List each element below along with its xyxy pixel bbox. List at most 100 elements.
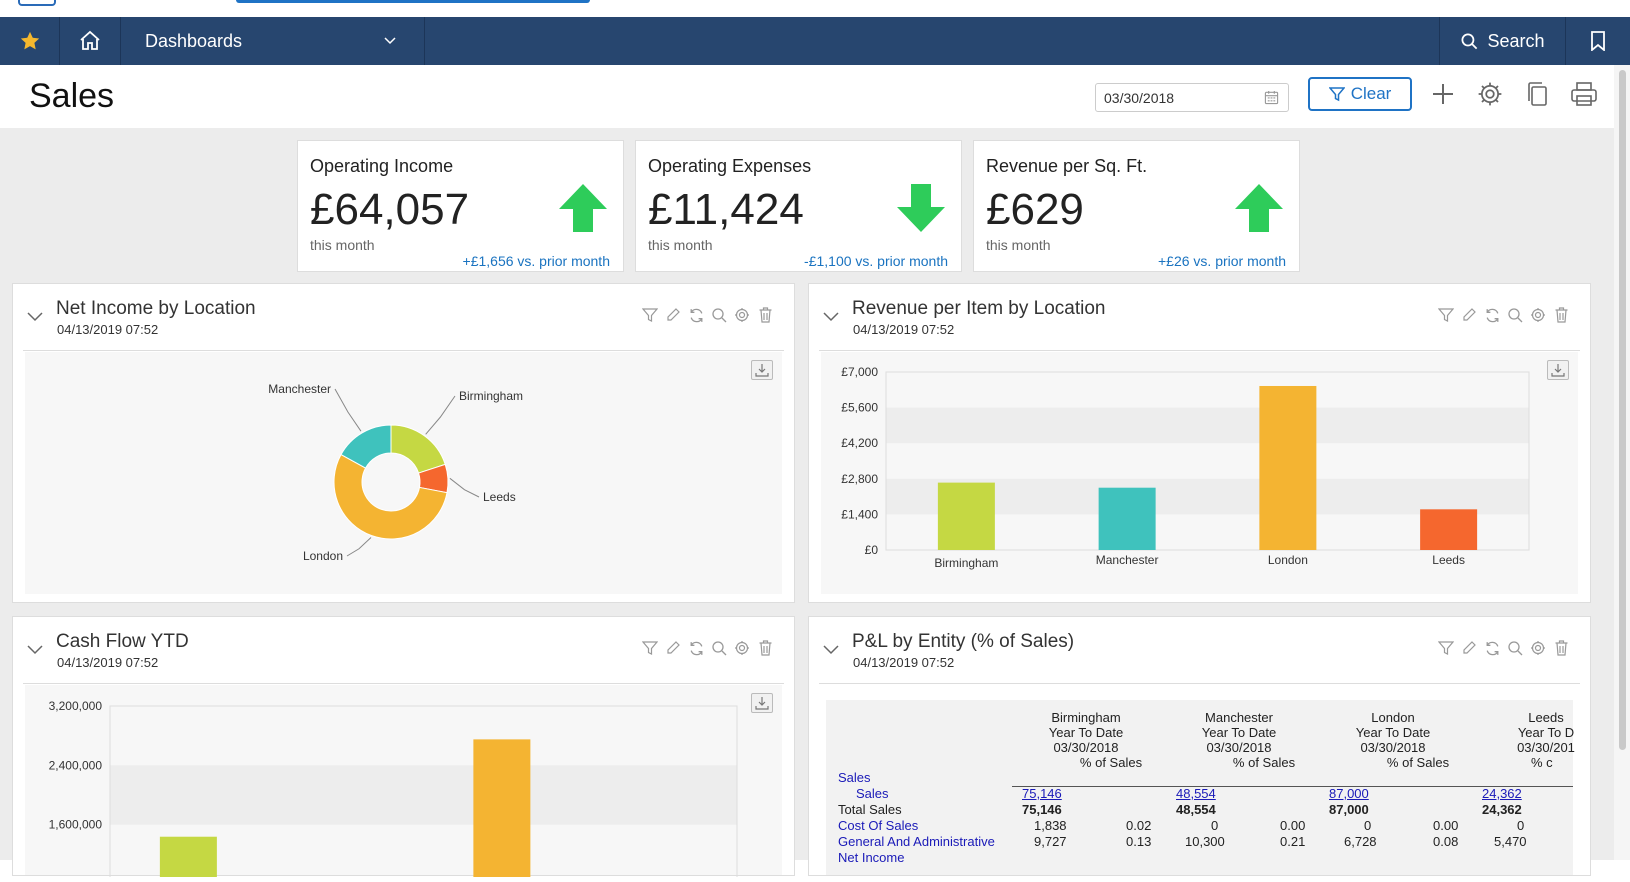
pl-col-header: Leeds Year To D 03/30/201 [1517,710,1575,755]
refresh-icon[interactable] [687,306,705,324]
panel-divider [23,350,784,351]
download-button[interactable] [751,693,773,713]
kpi-value: £11,424 [648,185,804,234]
date-field[interactable]: 03/30/2018 [1095,83,1289,112]
donut-slice-london[interactable] [333,453,448,540]
kpi-operating-expenses[interactable]: Operating Expenses £11,424 this month -£… [635,140,962,272]
grid-band [886,407,1529,444]
clear-filters-button[interactable]: Clear [1308,77,1412,111]
y-tick-label: £0 [865,543,879,557]
refresh-icon[interactable] [1483,639,1501,657]
app-logo [18,0,56,6]
gear-icon[interactable] [733,639,751,657]
collapse-chevron-icon[interactable] [823,645,839,655]
filter-icon[interactable] [1437,306,1455,324]
download-icon [755,364,769,377]
table-row[interactable]: General And Administrative 9,727 0.13 10… [838,834,1527,849]
add-widget-button[interactable] [1428,79,1458,109]
bar-london[interactable] [1259,385,1317,550]
dashboards-dropdown[interactable]: Dashboards [121,17,425,65]
copy-button[interactable] [1522,79,1552,109]
collapse-chevron-icon[interactable] [27,312,43,322]
kpi-revenue-per-sqft[interactable]: Revenue per Sq. Ft. £629 this month +£26… [973,140,1300,272]
edit-icon[interactable] [664,306,682,324]
download-button[interactable] [751,360,773,380]
page-title: Sales [29,77,115,115]
bar-leeds[interactable] [1420,509,1478,550]
print-button[interactable] [1569,79,1599,109]
zoom-icon[interactable] [1506,306,1524,324]
grid-band [110,765,737,825]
y-tick-label: £2,800 [841,472,878,486]
zoom-icon[interactable] [710,306,728,324]
donut-slice-manchester[interactable] [340,424,392,469]
star-icon [20,31,39,50]
donut-label: Manchester [268,382,331,396]
table-row[interactable]: Total Sales 75,146 48,554 87,000 24,362 [838,802,1522,817]
copy-icon [1528,82,1547,106]
edit-icon[interactable] [1460,306,1478,324]
trash-icon[interactable] [1552,306,1570,324]
filter-icon[interactable] [641,306,659,324]
gear-icon [1478,82,1502,106]
kpi-sub: this month [986,237,1051,253]
y-tick-label: £7,000 [841,365,878,379]
donut-slice-birmingham[interactable] [390,424,446,474]
y-tick-label: £4,200 [841,436,878,450]
table-row[interactable]: Sales 75,146 48,554 87,000 24,362 [856,786,1522,801]
calendar-icon[interactable] [1264,90,1279,105]
donut-label: Leeds [483,490,516,504]
kpi-title: Operating Expenses [648,156,812,176]
zoom-icon[interactable] [710,639,728,657]
refresh-icon[interactable] [1483,306,1501,324]
table-row[interactable]: Sales [838,770,871,785]
edit-icon[interactable] [1460,639,1478,657]
gear-icon[interactable] [1529,306,1547,324]
gear-icon[interactable] [1529,639,1547,657]
favorites-button[interactable] [0,17,60,65]
zoom-icon[interactable] [1506,639,1524,657]
scrollbar-thumb[interactable] [1619,70,1626,750]
bar-manchester[interactable] [1098,487,1156,550]
collapse-chevron-icon[interactable] [27,645,43,655]
filter-icon[interactable] [641,639,659,657]
gear-icon[interactable] [733,306,751,324]
search-button[interactable]: Search [1440,17,1566,65]
arrow-up-icon [559,184,607,232]
donut-label: Birmingham [459,389,523,403]
kpi-operating-income[interactable]: Operating Income £64,057 this month +£1,… [297,140,624,272]
bar-london[interactable] [473,739,531,882]
browser-top-strip [0,0,1630,17]
kpi-sub: this month [310,237,375,253]
home-button[interactable] [60,17,121,65]
bar-birmingham[interactable] [937,482,995,550]
trash-icon[interactable] [756,639,774,657]
search-icon [1461,33,1478,49]
settings-button[interactable] [1475,79,1505,109]
panel-body: Birmingham Leeds London Manchester [25,352,782,594]
plot-frame [109,705,738,882]
table-row[interactable]: Cost Of Sales 1,838 0.02 0 0.00 0 0.00 0 [838,818,1525,833]
download-button[interactable] [1547,360,1569,380]
collapse-chevron-icon[interactable] [823,312,839,322]
trash-icon[interactable] [1552,639,1570,657]
search-label: Search [1487,30,1545,51]
nav-spacer [425,17,1440,65]
bar-birmingham[interactable] [159,836,217,882]
y-tick-label: 3,200,000 [49,699,103,713]
bookmark-button[interactable] [1566,17,1630,65]
panel-title: Revenue per Item by Location [852,298,1106,319]
donut-leader-line [334,388,362,432]
refresh-icon[interactable] [687,639,705,657]
table-row[interactable]: Net Income [838,850,905,865]
trash-icon[interactable] [756,306,774,324]
panel-toolbar [641,306,774,324]
filter-icon[interactable] [1437,639,1455,657]
bookmark-icon [1591,31,1605,51]
edit-icon[interactable] [664,639,682,657]
kpi-title: Revenue per Sq. Ft. [986,156,1148,176]
panel-date: 04/13/2019 07:52 [57,655,159,670]
dashboards-label: Dashboards [145,30,243,51]
